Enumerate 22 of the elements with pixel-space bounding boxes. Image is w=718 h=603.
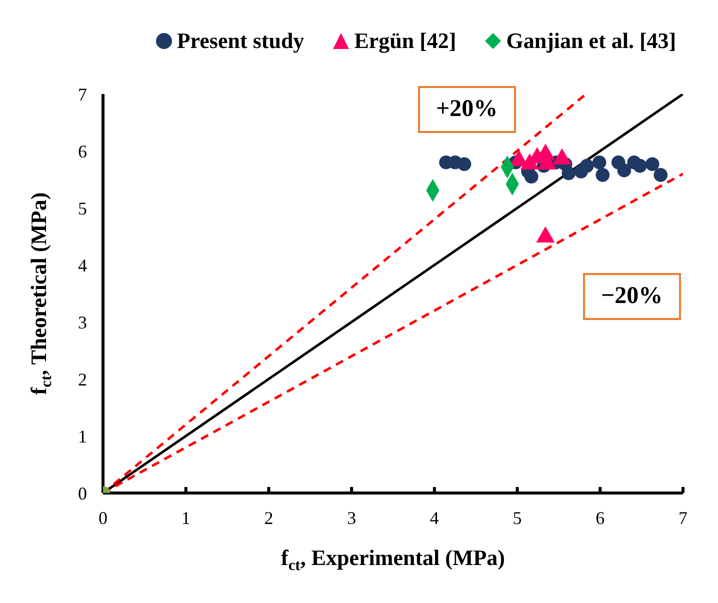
x-tick-label: 0	[98, 508, 108, 528]
y-tick-label: 7	[78, 84, 87, 104]
x-tick-label: 5	[512, 508, 522, 528]
x-tick-label: 7	[678, 508, 688, 528]
annotation: +20%	[418, 86, 516, 133]
y-tick-label: 6	[78, 141, 87, 162]
y-tick-label: 4	[78, 255, 87, 276]
y-tick-label: 1	[78, 426, 87, 446]
y-tick-label: 0	[78, 483, 87, 504]
x-tick-label: 1	[181, 508, 190, 528]
x-tick-label: 3	[347, 508, 356, 528]
legend-label: Present study	[176, 28, 304, 54]
y-tick-label: 2	[78, 369, 87, 390]
y-tick-label: 3	[78, 312, 87, 332]
annotation: −20%	[583, 273, 681, 320]
x-axis-title: f$_{ct}$, Experimental (MPa)	[281, 545, 505, 574]
legend-label: Ganjian et al. [43]	[506, 28, 676, 54]
x-tick-label: 6	[596, 508, 605, 528]
x-tick-label: 4	[430, 508, 439, 528]
x-tick-label: 2	[264, 508, 274, 528]
y-tick-label: 5	[78, 198, 87, 218]
legend-label: Ergün [42]	[354, 28, 456, 54]
